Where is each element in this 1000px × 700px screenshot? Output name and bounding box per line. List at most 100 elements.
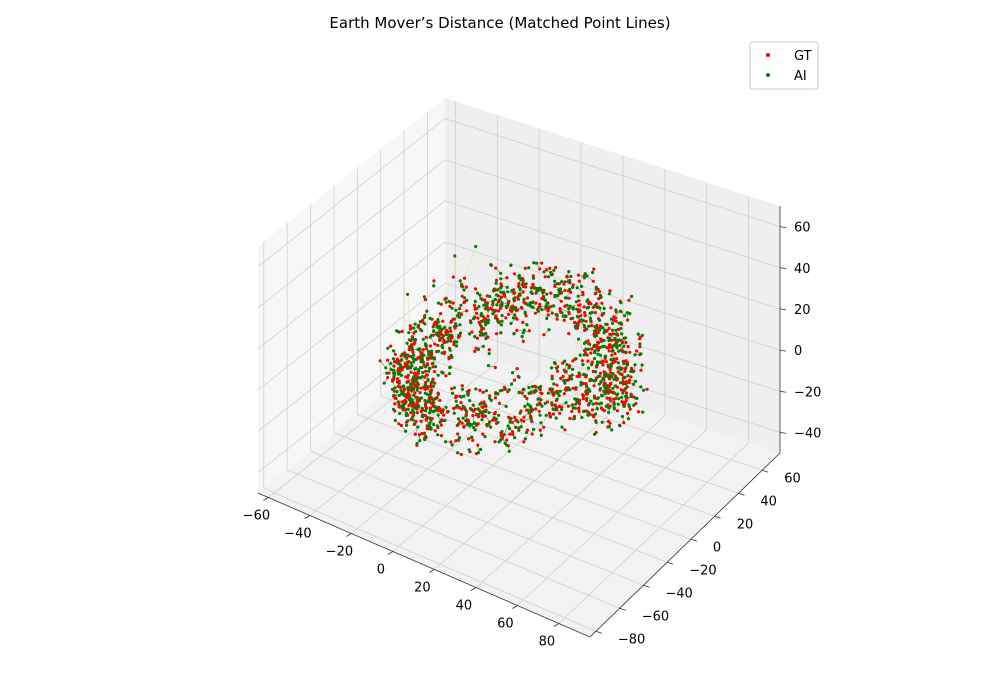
point-gt <box>550 374 554 378</box>
point-ai <box>571 316 575 320</box>
point-ai <box>590 363 594 367</box>
point-ai <box>549 366 554 370</box>
point-gt <box>629 375 633 379</box>
point-ai <box>613 338 617 342</box>
point-ai <box>596 352 600 356</box>
point-ai <box>418 376 422 380</box>
point-ai <box>567 270 571 274</box>
point-ai <box>512 297 516 301</box>
point-ai <box>400 392 404 396</box>
tick-z-60 <box>779 226 787 228</box>
point-gt <box>593 292 597 296</box>
point-ai <box>411 353 416 357</box>
point-ai <box>485 318 489 322</box>
grid-x--20 <box>351 128 540 534</box>
point-gt <box>534 407 538 411</box>
grid-y--60 <box>286 222 620 609</box>
point-gt <box>430 352 434 356</box>
point-ai <box>584 347 588 351</box>
point-gt <box>609 306 613 310</box>
point-ai <box>423 398 427 403</box>
point-ai <box>483 323 488 327</box>
point-ai <box>571 367 575 371</box>
point-ai <box>406 292 410 296</box>
point-gt <box>601 363 605 367</box>
point-ai <box>397 362 401 366</box>
point-ai <box>570 403 575 407</box>
point-gt <box>466 437 471 441</box>
point-gt <box>459 400 463 405</box>
point-ai <box>473 299 477 303</box>
point-ai <box>496 420 500 424</box>
point-ai <box>517 273 521 278</box>
point-gt <box>470 330 474 334</box>
point-gt <box>619 388 624 392</box>
point-gt <box>576 273 581 277</box>
point-gt <box>538 267 542 271</box>
point-ai <box>518 411 522 415</box>
point-gt <box>583 311 587 315</box>
axis-y-line <box>589 452 781 638</box>
point-gt <box>442 413 446 417</box>
point-gt <box>441 319 445 323</box>
point-ai <box>582 372 586 376</box>
point-gt <box>424 347 428 351</box>
point-gt <box>408 327 412 331</box>
point-gt <box>423 298 427 302</box>
point-ai <box>406 407 410 411</box>
point-gt <box>386 375 390 380</box>
point-gt <box>473 349 477 353</box>
point-gt <box>530 432 534 436</box>
point-ai <box>409 401 413 405</box>
tick-label-y-60: 60 <box>784 471 801 486</box>
point-ai <box>603 372 607 377</box>
point-gt <box>554 404 558 409</box>
point-ai <box>640 363 644 367</box>
point-ai <box>440 351 444 355</box>
point-ai <box>470 408 474 412</box>
point-gt <box>454 439 458 443</box>
point-gt <box>510 430 515 434</box>
point-gt <box>460 407 464 411</box>
point-gt <box>568 374 572 379</box>
point-gt <box>420 432 424 436</box>
point-ai <box>526 402 530 407</box>
point-ai <box>586 298 590 302</box>
point-gt <box>453 326 457 330</box>
point-ai <box>586 366 591 370</box>
point-ai <box>444 440 448 444</box>
point-gt <box>515 328 519 332</box>
point-ai <box>479 447 483 451</box>
point-gt <box>460 384 464 388</box>
point-ai <box>446 336 450 340</box>
point-ai <box>509 382 514 386</box>
point-ai <box>536 397 540 401</box>
point-gt <box>538 302 542 306</box>
point-gt <box>489 306 493 310</box>
point-gt <box>481 405 485 409</box>
point-gt <box>599 406 604 410</box>
tick-z--40 <box>779 432 787 434</box>
point-ai <box>465 409 469 414</box>
point-ai <box>390 387 395 391</box>
point-gt <box>424 335 428 339</box>
point-gt <box>445 410 450 414</box>
point-ai <box>466 393 470 397</box>
point-ai <box>459 303 463 307</box>
point-ai <box>396 400 400 404</box>
tick-label-y-40: 40 <box>760 494 777 509</box>
point-ai <box>414 406 418 410</box>
point-gt <box>566 404 571 408</box>
point-ai <box>527 411 532 415</box>
point-ai <box>456 422 461 426</box>
point-gt <box>548 266 552 270</box>
point-gt <box>564 386 569 390</box>
point-gt <box>538 305 542 309</box>
point-gt <box>525 428 530 432</box>
point-gt <box>402 387 407 391</box>
point-ai <box>494 392 498 396</box>
point-gt <box>563 288 567 292</box>
point-gt <box>615 357 619 361</box>
point-ai <box>594 287 598 291</box>
point-gt <box>397 405 401 409</box>
